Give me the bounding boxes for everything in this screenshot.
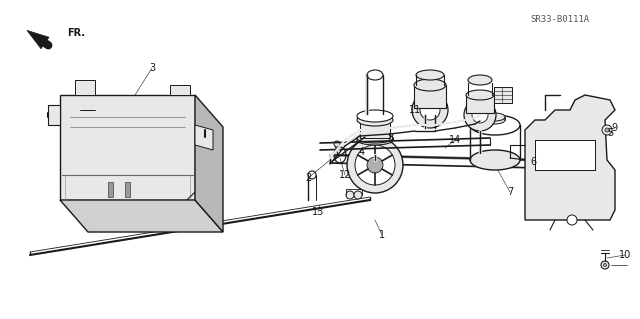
Text: 2: 2 — [305, 173, 311, 183]
Polygon shape — [75, 80, 95, 95]
Circle shape — [472, 107, 488, 123]
Circle shape — [368, 168, 374, 174]
Polygon shape — [170, 85, 190, 95]
Ellipse shape — [470, 115, 520, 135]
Circle shape — [346, 191, 354, 199]
Ellipse shape — [466, 90, 494, 100]
Circle shape — [334, 141, 340, 147]
Text: 12: 12 — [339, 170, 351, 180]
Polygon shape — [466, 95, 494, 113]
Circle shape — [602, 125, 612, 135]
Text: 10: 10 — [619, 250, 631, 260]
Polygon shape — [367, 167, 375, 175]
Circle shape — [347, 137, 403, 193]
Polygon shape — [60, 95, 195, 200]
Circle shape — [354, 191, 362, 199]
Ellipse shape — [357, 114, 393, 126]
Circle shape — [412, 92, 448, 128]
Ellipse shape — [357, 135, 393, 145]
Polygon shape — [48, 105, 60, 125]
Polygon shape — [195, 95, 223, 232]
Text: FR.: FR. — [67, 28, 85, 38]
Polygon shape — [360, 120, 390, 138]
Text: 13: 13 — [312, 207, 324, 217]
Ellipse shape — [485, 116, 505, 124]
Text: 4: 4 — [359, 147, 365, 157]
Circle shape — [604, 263, 607, 266]
Ellipse shape — [414, 79, 446, 91]
Text: 3: 3 — [149, 63, 155, 73]
Polygon shape — [525, 95, 615, 220]
Text: 9: 9 — [611, 123, 617, 133]
Ellipse shape — [470, 150, 520, 170]
Polygon shape — [414, 85, 446, 108]
Circle shape — [355, 145, 395, 185]
Polygon shape — [385, 160, 395, 172]
Polygon shape — [60, 200, 223, 232]
Circle shape — [387, 164, 393, 170]
Circle shape — [567, 215, 577, 225]
Text: 6: 6 — [530, 157, 536, 167]
Text: 8: 8 — [387, 133, 393, 143]
Circle shape — [420, 100, 440, 120]
Bar — [108, 182, 113, 197]
Polygon shape — [195, 125, 213, 150]
Polygon shape — [27, 30, 49, 49]
Circle shape — [367, 157, 383, 173]
Circle shape — [464, 99, 496, 131]
Text: 5: 5 — [607, 128, 613, 138]
Ellipse shape — [357, 133, 393, 143]
Bar — [125, 182, 130, 197]
Ellipse shape — [416, 70, 444, 80]
Text: 11: 11 — [409, 105, 421, 115]
Ellipse shape — [485, 113, 505, 121]
Circle shape — [605, 128, 609, 132]
Text: SR33-B0111A: SR33-B0111A — [531, 16, 589, 25]
Polygon shape — [494, 87, 512, 103]
Ellipse shape — [468, 75, 492, 85]
Polygon shape — [535, 140, 595, 170]
Text: 1: 1 — [379, 230, 385, 240]
Ellipse shape — [357, 110, 393, 122]
Text: 7: 7 — [507, 187, 513, 197]
Text: 14: 14 — [449, 135, 461, 145]
Circle shape — [601, 261, 609, 269]
Polygon shape — [357, 138, 393, 140]
